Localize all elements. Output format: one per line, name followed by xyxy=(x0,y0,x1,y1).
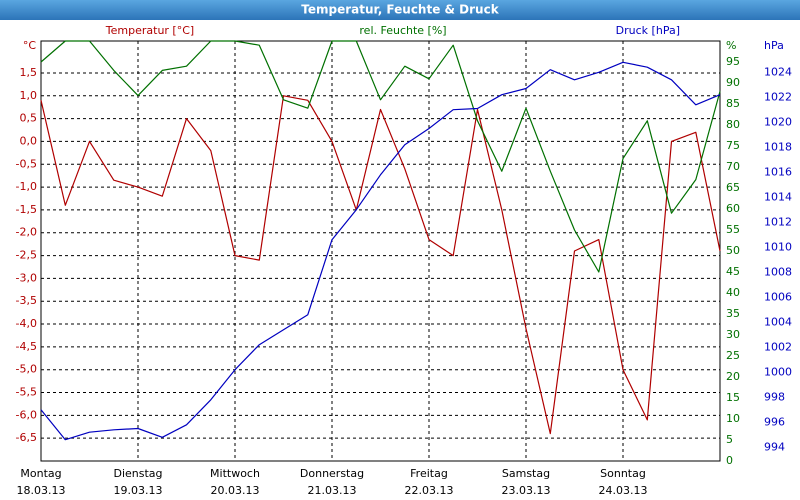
y-tick-label: 45 xyxy=(726,265,740,278)
y-tick-label: 1016 xyxy=(764,165,792,178)
y-tick-label: 65 xyxy=(726,181,740,194)
y-tick-label: -2,5 xyxy=(16,249,37,262)
chart-title: Temperatur, Feuchte & Druck xyxy=(301,3,499,17)
y-tick-label: 996 xyxy=(764,415,785,428)
y-tick-label: 0,5 xyxy=(20,112,38,125)
x-tick-label: 21.03.13 xyxy=(308,484,357,497)
y-tick-label: -4,0 xyxy=(16,317,37,330)
x-tick-label: 18.03.13 xyxy=(17,484,66,497)
y-tick-label: 55 xyxy=(726,223,740,236)
x-tick-label: 24.03.13 xyxy=(599,484,648,497)
series-line xyxy=(40,95,721,435)
y-tick-label: 20 xyxy=(726,370,740,383)
y-tick-label: -3,0 xyxy=(16,271,37,284)
y-tick-label: 1014 xyxy=(764,190,792,203)
y-tick-label: 1018 xyxy=(764,140,792,153)
x-tick-label: Dienstag xyxy=(113,467,162,480)
y-tick-label: 998 xyxy=(764,390,785,403)
y-tick-label: 1002 xyxy=(764,340,792,353)
y-tick-label: 30 xyxy=(726,328,740,341)
legend-label: Temperatur [°C] xyxy=(105,24,194,37)
x-tick-label: Montag xyxy=(20,467,61,480)
x-tick-label: 23.03.13 xyxy=(502,484,551,497)
y-tick-label: -4,5 xyxy=(16,340,37,353)
y-tick-label: -0,5 xyxy=(16,157,37,170)
y-tick-label: 1006 xyxy=(764,290,792,303)
y-tick-label: -6,0 xyxy=(16,408,37,421)
y-tick-label: 1024 xyxy=(764,65,792,78)
title-bar xyxy=(0,0,800,20)
y-tick-label: 50 xyxy=(726,244,740,257)
y-tick-label: -1,5 xyxy=(16,203,37,216)
y-tick-label: -3,5 xyxy=(16,294,37,307)
y-tick-label: -1,0 xyxy=(16,180,37,193)
y-tick-label: 95 xyxy=(726,55,740,68)
y-tick-label: 75 xyxy=(726,139,740,152)
y3-unit: hPa xyxy=(764,39,784,52)
y-tick-label: 0,0 xyxy=(20,134,38,147)
legend-label: Druck [hPa] xyxy=(616,24,680,37)
y-tick-label: 35 xyxy=(726,307,740,320)
y2-unit: % xyxy=(726,39,736,52)
x-tick-label: Sonntag xyxy=(600,467,646,480)
y-tick-label: 1022 xyxy=(764,90,792,103)
y-tick-label: 90 xyxy=(726,76,740,89)
y-tick-label: 1004 xyxy=(764,315,792,328)
x-tick-label: Mittwoch xyxy=(210,467,260,480)
x-tick-label: 19.03.13 xyxy=(114,484,163,497)
y-tick-label: -5,0 xyxy=(16,363,37,376)
y-tick-label: 85 xyxy=(726,97,740,110)
y-tick-label: 25 xyxy=(726,349,740,362)
y-unit: °C xyxy=(23,39,37,52)
y-tick-label: 0 xyxy=(726,454,733,467)
x-tick-label: Donnerstag xyxy=(300,467,364,480)
y-tick-label: 80 xyxy=(726,118,740,131)
y-tick-label: 1012 xyxy=(764,215,792,228)
y-tick-label: -5,5 xyxy=(16,386,37,399)
y-tick-label: 1010 xyxy=(764,240,792,253)
x-tick-label: 20.03.13 xyxy=(211,484,260,497)
y-tick-label: 1008 xyxy=(764,265,792,278)
x-tick-label: Freitag xyxy=(410,467,448,480)
y-tick-label: 1020 xyxy=(764,115,792,128)
y-tick-label: 15 xyxy=(726,391,740,404)
legend-label: rel. Feuchte [%] xyxy=(359,24,446,37)
y-tick-label: 1,5 xyxy=(20,66,38,79)
y-tick-label: -2,0 xyxy=(16,226,37,239)
x-tick-label: Samstag xyxy=(502,467,550,480)
series-line xyxy=(40,61,721,441)
y-tick-label: 60 xyxy=(726,202,740,215)
y-tick-label: 40 xyxy=(726,286,740,299)
y-tick-label: 5 xyxy=(726,433,733,446)
y-tick-label: 10 xyxy=(726,412,740,425)
y-tick-label: -6,5 xyxy=(16,431,37,444)
series-line xyxy=(40,40,721,273)
y-tick-label: 994 xyxy=(764,440,785,453)
x-tick-label: 22.03.13 xyxy=(405,484,454,497)
y-tick-label: 70 xyxy=(726,160,740,173)
y-tick-label: 1000 xyxy=(764,365,792,378)
y-tick-label: 1,0 xyxy=(20,89,38,102)
